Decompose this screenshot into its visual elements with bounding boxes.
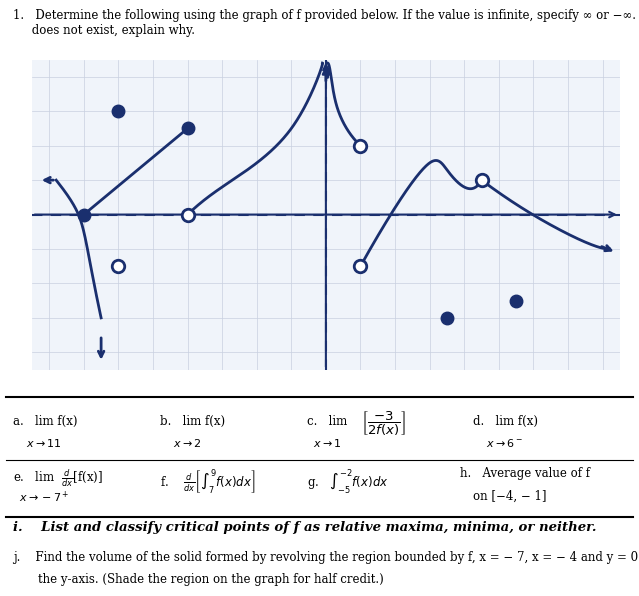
Text: $x\to2$: $x\to2$ (173, 437, 201, 449)
Text: on [−4, − 1]: on [−4, − 1] (473, 489, 546, 502)
Text: b.   lim f(x): b. lim f(x) (160, 415, 225, 428)
Text: d.   lim f(x): d. lim f(x) (473, 415, 538, 428)
Text: the y-axis. (Shade the region on the graph for half credit.): the y-axis. (Shade the region on the gra… (38, 573, 384, 586)
Text: h.   Average value of f: h. Average value of f (460, 467, 590, 480)
Text: e.   lim  $\frac{d}{dx}$[f(x)]: e. lim $\frac{d}{dx}$[f(x)] (13, 467, 103, 489)
Text: $x\to1$: $x\to1$ (313, 437, 342, 449)
Text: f.    $\frac{d}{dx}\left[\int_7^9 f(x)dx\right]$: f. $\frac{d}{dx}\left[\int_7^9 f(x)dx\ri… (160, 467, 255, 496)
Text: $x\to11$: $x\to11$ (26, 437, 61, 449)
Text: $\left[\dfrac{-3}{2f(x)}\right]$: $\left[\dfrac{-3}{2f(x)}\right]$ (361, 410, 406, 439)
Text: c.   lim: c. lim (307, 415, 347, 428)
Text: j.    Find the volume of the solid formed by revolving the region bounded by f, : j. Find the volume of the solid formed b… (13, 551, 639, 564)
Text: g.   $\int_{-5}^{-2} f(x)dx$: g. $\int_{-5}^{-2} f(x)dx$ (307, 467, 389, 496)
Text: 1.   Determine the following using the graph of f provided below. If the value i: 1. Determine the following using the gra… (13, 9, 639, 37)
Text: $x\to6^-$: $x\to6^-$ (486, 437, 523, 449)
Text: a.   lim f(x): a. lim f(x) (13, 415, 77, 428)
Text: $x\to-7^+$: $x\to-7^+$ (19, 489, 70, 505)
Text: i.    List and classify critical points of f as relative maxima, minima, or neit: i. List and classify critical points of … (13, 522, 596, 534)
